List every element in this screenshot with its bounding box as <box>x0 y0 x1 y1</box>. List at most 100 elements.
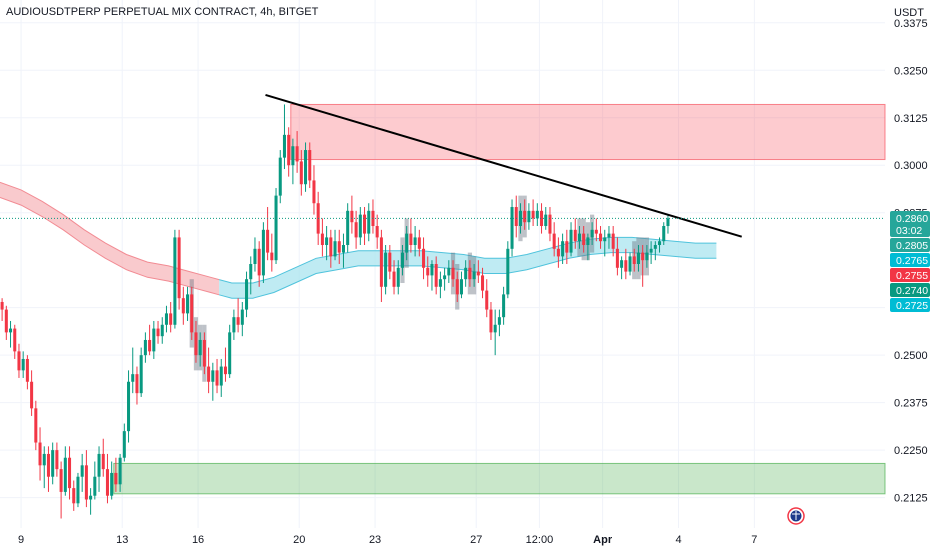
candle-body <box>160 324 164 337</box>
price-badge-bg <box>890 283 930 297</box>
candle-body <box>4 309 8 333</box>
candle <box>341 233 345 268</box>
candle <box>215 358 219 394</box>
candle <box>278 150 282 204</box>
price-badge: 0.2740 <box>890 283 930 297</box>
candle-body <box>544 214 548 227</box>
trendline-layer <box>265 94 742 238</box>
candle-body <box>552 233 556 249</box>
candle-body <box>409 233 413 246</box>
candle-body <box>455 279 459 295</box>
candle <box>400 237 405 283</box>
candle-body <box>573 229 577 242</box>
candle-body <box>17 351 21 371</box>
candle-body <box>63 457 67 492</box>
candle <box>489 301 493 340</box>
candle-body <box>341 245 345 253</box>
candle-body <box>518 210 522 227</box>
x-axis[interactable]: 9 13 16 20 23 27 12:00 Apr 4 7 <box>18 534 757 546</box>
candle <box>666 214 670 234</box>
candle <box>164 305 168 333</box>
candle <box>585 222 590 261</box>
candle <box>417 229 421 257</box>
candle-body <box>148 339 152 352</box>
candle <box>354 210 358 249</box>
price-badge-value: 0.2805 <box>896 240 928 252</box>
y-tick-label: 0.3250 <box>894 65 928 77</box>
candle <box>404 218 409 268</box>
candle-body <box>249 264 253 280</box>
candle-body <box>422 248 426 268</box>
candle-body <box>308 150 312 181</box>
candle-body <box>89 495 93 500</box>
candle <box>565 229 569 264</box>
candle-body <box>590 229 594 238</box>
candle <box>156 320 160 344</box>
candle-body <box>261 229 265 276</box>
candle-body <box>506 248 510 295</box>
candle <box>363 207 367 246</box>
candle <box>607 226 611 249</box>
candle <box>459 271 463 299</box>
y-tick-label: 0.3125 <box>894 113 928 125</box>
candle <box>173 229 177 329</box>
candle-body <box>228 332 232 375</box>
candle <box>131 347 135 394</box>
candle <box>177 229 181 310</box>
candle <box>540 203 544 234</box>
candle <box>493 309 497 356</box>
candle-body <box>636 252 640 264</box>
candle-body <box>645 252 649 261</box>
candle <box>506 241 510 299</box>
candle-body <box>624 260 628 272</box>
candle-body <box>346 210 350 246</box>
candle-body <box>556 248 560 257</box>
flag-icon-cross <box>792 511 800 520</box>
candle-body <box>649 248 653 253</box>
candle-body <box>438 279 442 287</box>
flag-icon[interactable] <box>787 507 805 525</box>
candle <box>367 203 371 242</box>
x-tick-label: 23 <box>369 534 381 546</box>
candle <box>21 351 25 378</box>
candle-body <box>628 256 632 272</box>
candle <box>561 233 565 264</box>
candle-body <box>615 248 619 268</box>
candle <box>658 237 662 253</box>
candle-body <box>223 366 227 375</box>
candle-body <box>451 267 455 280</box>
candle-body <box>489 309 493 333</box>
candle-body <box>611 233 615 249</box>
candle <box>63 446 67 496</box>
x-tick-label: 13 <box>116 534 128 546</box>
candle <box>202 324 207 382</box>
candle <box>531 199 535 227</box>
candle <box>84 450 88 508</box>
candle <box>573 218 577 249</box>
candle <box>577 218 582 257</box>
candle-body <box>42 453 46 466</box>
candle-body <box>531 210 535 219</box>
candle <box>80 453 84 492</box>
candle <box>337 229 341 264</box>
candle <box>556 237 560 268</box>
candle-body <box>464 267 468 280</box>
candle-body <box>325 237 329 246</box>
candle <box>552 222 556 257</box>
candle-body <box>658 241 662 246</box>
candle-body <box>350 210 354 223</box>
ema-band <box>0 181 717 299</box>
candle-body <box>320 233 324 246</box>
candle-body <box>236 317 240 325</box>
candle <box>287 127 291 177</box>
candle <box>434 256 438 295</box>
candle-body <box>565 241 569 253</box>
candle <box>266 207 270 261</box>
candle <box>169 301 173 333</box>
candle <box>497 309 501 337</box>
candle <box>476 260 480 283</box>
candle-body <box>363 214 367 234</box>
candle <box>548 207 552 242</box>
candle <box>0 298 4 321</box>
